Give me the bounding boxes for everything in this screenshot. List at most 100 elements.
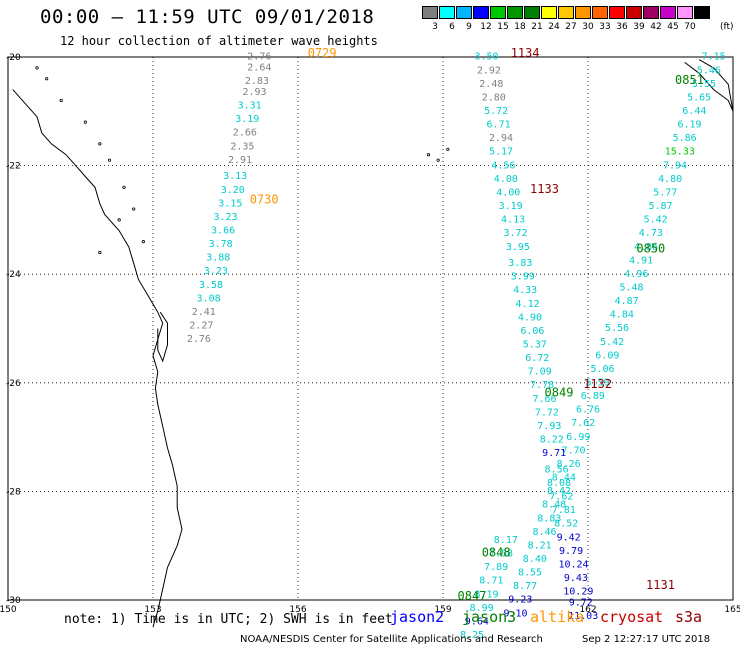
swh-value: 3.78 [209, 239, 233, 250]
reef-islet [45, 77, 49, 81]
legend-label: 36 [616, 22, 628, 32]
swh-value: 6.71 [487, 120, 511, 131]
swh-value: 8.83 [537, 513, 561, 524]
swh-value: 9.64 [465, 616, 489, 627]
map-frame [7, 56, 734, 601]
legend-unit: (ft) [720, 22, 734, 32]
new-caledonia [684, 59, 734, 112]
swh-value: 11.03 [568, 611, 598, 622]
swh-value: 7.58 [489, 549, 513, 560]
lon-tick-label: 159 [434, 605, 451, 615]
legend-swatch [524, 6, 540, 19]
legend-swatch [626, 6, 642, 19]
legend-label: 3 [432, 22, 438, 32]
swh-value: 2.83 [245, 76, 269, 87]
swh-value: 2.48 [479, 79, 503, 90]
swh-value: 2.64 [247, 63, 271, 74]
swh-value: 8.26 [557, 459, 581, 470]
reef-islet [98, 142, 102, 146]
swh-value: 9.10 [503, 608, 527, 619]
swh-value: 7.94 [663, 160, 687, 171]
swh-value: 4.00 [496, 187, 520, 198]
swh-value: 5.56 [605, 323, 629, 334]
pass-time-label: 0851 [675, 73, 704, 87]
swh-value: 8.77 [513, 581, 537, 592]
swh-value: 9.79 [559, 546, 583, 557]
footer-note: note: 1) Time is in UTC; 2) SWH is in fe… [64, 612, 393, 627]
swh-value: 5.42 [600, 337, 624, 348]
swh-value: 8.71 [479, 576, 503, 587]
lat-tick-label: -24 [6, 270, 21, 280]
swh-value: 8.48 [542, 500, 566, 511]
legend-jason3: jason3 [462, 608, 517, 626]
swh-value: 2.94 [489, 133, 513, 144]
swh-value: 5.65 [687, 92, 711, 103]
pass-time-label: 0848 [482, 546, 511, 560]
legend-swatch [694, 6, 710, 19]
swh-value: 7.78 [530, 380, 554, 391]
reef-islet [107, 158, 112, 162]
legend-label: 21 [531, 22, 543, 32]
swh-value: 9.72 [569, 597, 593, 608]
swh-value: 2.80 [482, 92, 506, 103]
swh-value: 5.86 [673, 133, 697, 144]
swh-value: 3.88 [206, 253, 230, 264]
coastline [12, 89, 183, 628]
legend-label: 39 [633, 22, 645, 32]
swh-value: 2.93 [242, 87, 266, 98]
swh-value: 8.19 [474, 589, 498, 600]
legend-label: 15 [497, 22, 509, 32]
swh-value: 5.17 [489, 147, 513, 158]
reef-islet [132, 207, 136, 211]
swh-value: 3.19 [235, 114, 259, 125]
chesterfield-islet [426, 153, 431, 157]
reef-islet [141, 240, 145, 244]
swh-value: 3.66 [211, 225, 235, 236]
swh-value: 7.09 [528, 367, 552, 378]
reef-islet [59, 98, 63, 103]
swh-value: 6.99 [566, 432, 590, 443]
swh-value: 8.25 [460, 630, 484, 641]
swh-value: 2.27 [189, 321, 213, 332]
legend-label: 6 [449, 22, 455, 32]
pass-time-label: 0849 [545, 385, 574, 399]
legend-swatch [439, 6, 455, 19]
legend-label: 45 [667, 22, 679, 32]
swh-value: 3.20 [221, 185, 245, 196]
swh-value: 2.76 [187, 334, 211, 345]
legend-altika: altika [530, 608, 585, 626]
swh-value: 8.21 [528, 540, 552, 551]
swh-value: 4.96 [624, 269, 648, 280]
swh-value: 5.37 [523, 340, 547, 351]
swh-value: 3.23 [204, 266, 228, 277]
swh-value: 8.44 [552, 473, 576, 484]
swh-value: 2.35 [230, 141, 254, 152]
swh-value: 3.72 [503, 228, 527, 239]
swh-value: 4.84 [610, 310, 634, 321]
lon-tick-label: 153 [144, 605, 161, 615]
swh-value: 5.87 [648, 201, 672, 212]
swh-value: 8.08 [547, 478, 571, 489]
swh-value: 3.58 [199, 280, 223, 291]
swh-value: 6.06 [520, 326, 544, 337]
legend-swatch [473, 6, 489, 19]
legend-cryosat: cryosat [600, 608, 664, 626]
swh-value: 3.83 [508, 258, 532, 269]
swh-value: 8.55 [518, 568, 542, 579]
swh-value: 7.62 [571, 418, 595, 429]
swh-value: 4.90 [518, 312, 542, 323]
swh-value: 10.29 [563, 587, 593, 598]
lat-tick-label: -22 [6, 162, 21, 172]
legend-swatch [609, 6, 625, 19]
swh-value: 7.70 [561, 445, 585, 456]
swh-value: 8.40 [523, 554, 547, 565]
legend-label: 24 [548, 22, 560, 32]
swh-value: 3.31 [238, 101, 262, 112]
legend-label: 9 [466, 22, 472, 32]
legend-swatch [575, 6, 591, 19]
swh-value: 7.89 [484, 562, 508, 573]
swh-value: 7.72 [535, 407, 559, 418]
legend-swatch [558, 6, 574, 19]
legend-swatch [592, 6, 608, 19]
lon-tick-label: 165 [724, 605, 740, 615]
